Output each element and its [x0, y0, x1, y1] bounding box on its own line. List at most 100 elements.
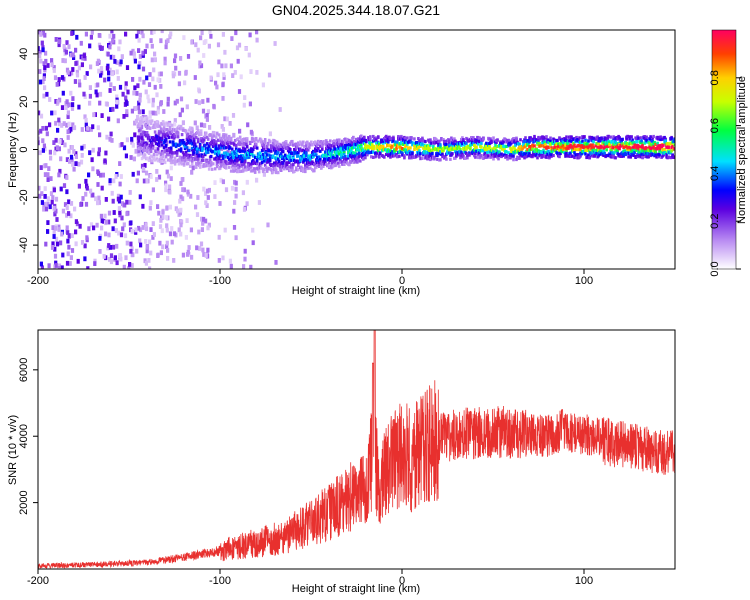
spectrogram-cell [222, 151, 226, 155]
spectrogram-cell [324, 157, 327, 161]
spectrogram-cell [657, 155, 660, 159]
spectrogram-cell [295, 166, 298, 170]
spectrogram-cell [112, 210, 116, 215]
spectrogram-cell [409, 152, 412, 156]
spectrogram-cell [160, 121, 164, 126]
spectrogram-cell [629, 154, 632, 158]
spectrogram-cell [377, 145, 380, 149]
spectrogram-cell [314, 147, 317, 151]
spectrogram-cell [187, 136, 191, 140]
spectrogram-cell [158, 240, 162, 246]
spectrogram-cell [137, 147, 141, 151]
spectrogram-cell [185, 133, 189, 139]
spectrogram-cell [629, 151, 632, 155]
spectrogram-cell [145, 248, 149, 254]
spectrogram-cell [157, 129, 161, 133]
spectrogram-cell [385, 139, 388, 143]
spectrogram-cell [605, 153, 608, 158]
spectrogram-cell [637, 144, 640, 148]
spectrogram-cell [496, 138, 499, 142]
spectrogram-cell [274, 260, 278, 265]
spectrogram-cell [462, 154, 465, 158]
spectrogram-cell [184, 235, 188, 240]
spectrogram-cell [164, 155, 168, 159]
spectrogram-cell [55, 241, 60, 247]
spectrogram-cell [120, 142, 124, 147]
spectrogram-cell [74, 229, 78, 235]
spectrogram-cell [564, 154, 567, 158]
spectrogram-cell [476, 135, 479, 140]
spectrogram-cell [614, 156, 617, 160]
spectrogram-cell [200, 30, 204, 36]
spectrogram-cell [202, 186, 206, 192]
spectrogram-cell [187, 128, 191, 132]
spectrogram-cell [193, 120, 197, 126]
spectrogram-cell [243, 160, 247, 164]
spectrogram-cell [140, 132, 144, 136]
spectrogram-cell [77, 65, 81, 71]
spectrogram-cell [149, 38, 153, 43]
spectrogram-cell [665, 151, 668, 155]
spectrogram-cell [308, 145, 311, 150]
spectrogram-cell [166, 134, 170, 138]
spectrogram-cell [522, 142, 525, 146]
spectrogram-cell [309, 166, 312, 170]
spectrogram-cell [83, 75, 87, 80]
colorbar-gradient [711, 29, 737, 270]
spectrogram-cell [164, 144, 168, 148]
spectrogram-cell [74, 61, 78, 66]
spectrogram-cell [436, 151, 439, 155]
spectrogram-cell [133, 58, 137, 64]
spectrogram-cell [347, 154, 350, 158]
spectrogram-cell [221, 82, 225, 88]
spectrogram-cell [513, 146, 516, 150]
spectrogram-cell [554, 149, 557, 153]
spectrogram-cell [449, 143, 452, 147]
spectrogram-cell [206, 150, 210, 154]
spectrogram-cell [88, 43, 92, 49]
spectrogram-cell [137, 153, 141, 157]
spectrogram-cell [216, 160, 220, 164]
spectrogram-cell [198, 165, 202, 169]
colorbar-tick-label: 0.4 [709, 166, 721, 181]
spectrogram-cell [183, 80, 187, 86]
spectrogram-cell [251, 240, 255, 246]
spectrogram-cell [233, 200, 237, 205]
spectrogram-cell [141, 225, 145, 230]
spectrogram-cell [280, 157, 284, 161]
spectrogram-cell [281, 161, 285, 165]
spectrogram-cell [77, 79, 81, 84]
spectrogram-cell [236, 58, 240, 64]
spectrogram-cell [44, 58, 48, 64]
spectrogram-cell [133, 120, 137, 126]
spectrogram-cell [115, 260, 119, 266]
spectrogram-cell [267, 72, 272, 78]
spectrogram-cell [619, 144, 622, 148]
spectrogram-cell [146, 133, 150, 137]
spectrogram-cell [356, 148, 359, 152]
spectrogram-cell [104, 150, 108, 156]
spectrogram-cell [558, 148, 561, 152]
spectrogram-cell [84, 178, 88, 184]
spectrogram-cell [100, 113, 104, 118]
spectrogram-cell [206, 163, 210, 167]
spectrogram-cell [262, 142, 266, 146]
spectrogram-cell [618, 136, 621, 140]
spectrogram-cell [633, 149, 636, 153]
spectrogram-cell [57, 146, 61, 152]
spectrogram-cell [168, 231, 173, 237]
spectrogram-cell [618, 147, 621, 151]
spectrogram-cell [144, 239, 148, 244]
spectrogram-cell [161, 244, 165, 250]
spectrogram-cell [261, 82, 265, 88]
spectrogram-cell [373, 146, 376, 150]
spectrogram-cell [199, 131, 203, 135]
spectrogram-cell [446, 151, 449, 155]
spectrogram-cell [62, 121, 66, 126]
spectrogram-cell [177, 124, 181, 128]
spectrogram-cell [133, 132, 137, 138]
spectrogram-cell [150, 142, 154, 146]
spectrogram-cell [604, 136, 607, 140]
spectrogram-cell [177, 227, 181, 233]
spectrogram-cell [124, 95, 128, 101]
